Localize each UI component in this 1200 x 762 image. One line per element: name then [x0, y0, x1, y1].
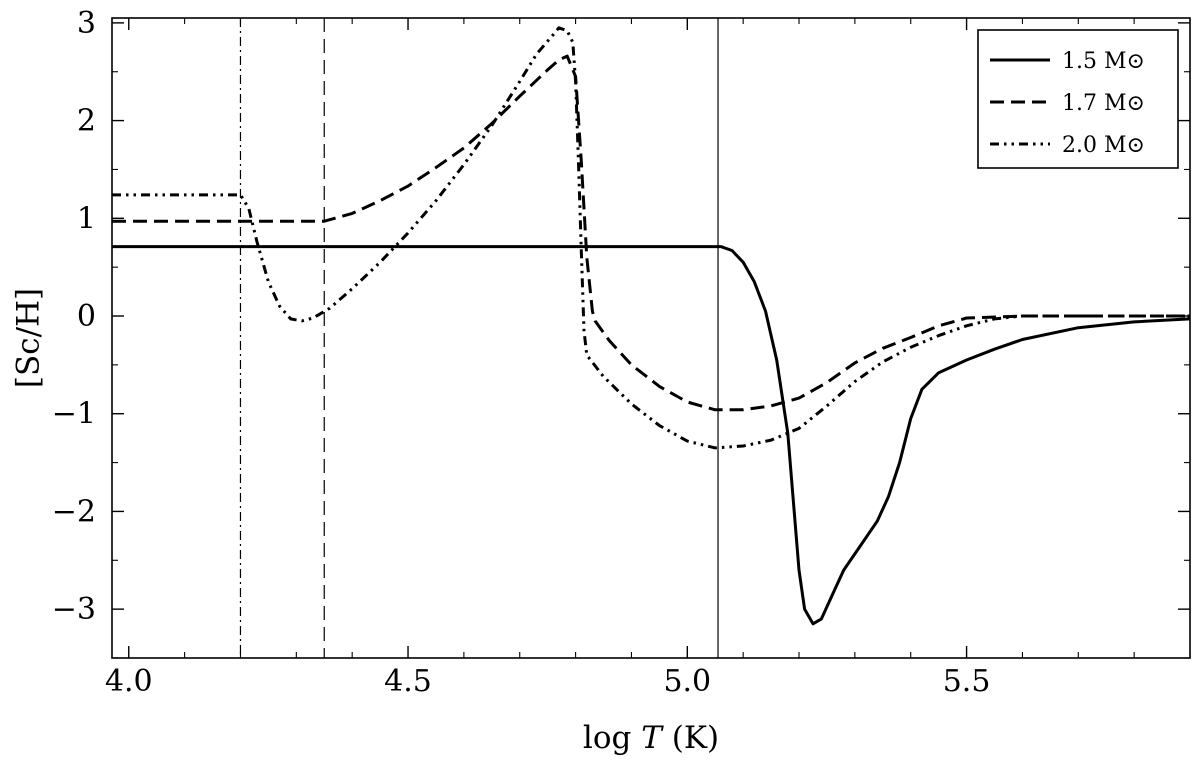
x-tick-label: 5.5: [943, 664, 991, 699]
y-tick-label: −1: [52, 397, 96, 432]
y-tick-label: 1: [77, 201, 96, 236]
y-axis-title: [Sc/H]: [11, 288, 47, 388]
legend-label-1: 1.7 M⊙: [1062, 91, 1145, 116]
x-tick-label: 5.0: [663, 664, 711, 699]
y-tick-label: 3: [77, 6, 96, 41]
y-tick-label: −2: [52, 494, 96, 529]
x-axis-title: log T (K): [583, 720, 719, 756]
y-tick-label: 0: [77, 299, 96, 334]
legend-label-2: 2.0 M⊙: [1062, 133, 1145, 158]
legend: 1.5 M⊙ 1.7 M⊙ 2.0 M⊙: [977, 29, 1179, 169]
y-tick-label: 2: [77, 104, 96, 139]
plot-frame: [111, 17, 1191, 659]
series-lines: [112, 26, 1190, 626]
series-line-1: [112, 54, 1190, 412]
reference-lines: [239, 18, 719, 658]
legend-box: [977, 29, 1179, 169]
y-tick-label: −3: [52, 592, 96, 627]
tick-labels: 4.0 4.5 5.0 5.5 −3 −2 −1 0 1 2 3: [52, 6, 991, 699]
x-tick-label: 4.0: [105, 664, 153, 699]
axis-ticks: [112, 18, 1191, 659]
legend-label-0: 1.5 M⊙: [1062, 49, 1145, 74]
plot-area: 4.0 4.5 5.0 5.5 −3 −2 −1 0 1 2 3: [52, 6, 1191, 699]
series-line-0: [112, 245, 1190, 626]
x-tick-label: 4.5: [384, 664, 432, 699]
series-line-2: [112, 26, 1190, 450]
